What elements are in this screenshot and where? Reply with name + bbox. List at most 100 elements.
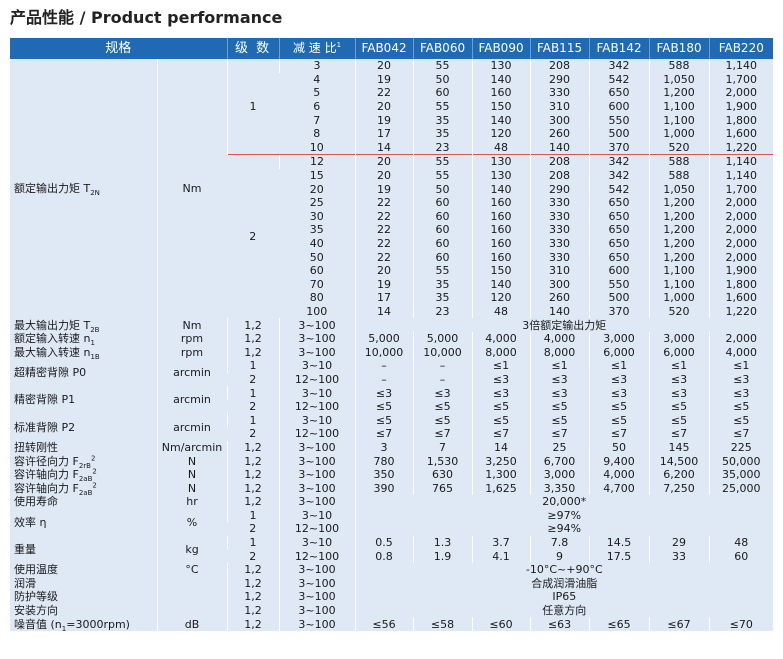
value-cell: 150 [471, 263, 531, 278]
table-row: 使用寿命 hr 1,2 3~100 20,000* [10, 495, 774, 509]
table-row: 20 19 50 140 290 542 1,050 1,700 [10, 182, 774, 196]
value-cell: 140 [471, 277, 531, 292]
param-label: 防护等级 [10, 590, 157, 604]
ratio-cell: 3~100 [278, 440, 356, 455]
ratio-cell: 3~100 [278, 576, 356, 591]
value-cell-span: IP65 [354, 590, 774, 604]
table-row: 额定输出力矩 T2N Nm 1 3 20 55 130 208 342 588 1,140 [10, 59, 774, 319]
value-cell: 2,000 [708, 86, 774, 100]
value-cell: 160 [471, 250, 531, 264]
value-cell: 1,200 [648, 223, 710, 237]
value-text: IP65 [552, 590, 577, 604]
value-cell: 14.5 [588, 535, 650, 550]
value-cell: – [412, 359, 473, 373]
value-cell: 140 [471, 182, 531, 196]
table-row: 35 22 60 160 330 650 1,200 2,000 [10, 223, 774, 237]
stage-cell: 2 [227, 154, 280, 319]
value-cell: 22 [354, 195, 414, 210]
table-row: 安装方向 1,2 3~100 任意方向 [10, 603, 774, 618]
stage-cell: 1 [226, 413, 280, 428]
param-text: 扭转刚性 [14, 440, 58, 454]
table-row: 60 20 55 150 310 600 1,100 1,900 [10, 263, 774, 278]
header-ratio-sup: 1 [336, 41, 342, 49]
value-cell: 330 [529, 250, 590, 264]
value-cell: ≤7 [529, 427, 590, 441]
ratio-cell: 3~100 [278, 467, 356, 482]
table-row: 4 19 50 140 290 542 1,050 1,700 [10, 72, 774, 87]
value-cell: 14 [354, 304, 414, 319]
param-subscript: 1 [90, 339, 95, 346]
ratio-cell: 8 [279, 126, 356, 141]
param-label: 最大输出力矩 T2B [10, 318, 157, 332]
value-cell: ≤1 [529, 359, 590, 373]
value-cell: 55 [412, 59, 473, 73]
value-cell: 7.8 [529, 535, 590, 550]
table-row: 最大输出力矩 T2B Nm 1,2 3~100 3倍额定输出力矩 [10, 318, 774, 332]
value-cell: 19 [354, 182, 414, 196]
value-cell: ≤3 [471, 372, 531, 387]
value-cell: 1,200 [648, 209, 710, 224]
value-cell: – [354, 372, 414, 387]
value-cell: 50 [588, 440, 650, 455]
table-row: 2 12~100 ≤7 ≤7 ≤7 ≤7 ≤7 ≤7 ≤7 [10, 427, 774, 441]
value-cell: 330 [529, 209, 590, 224]
param-text: 精密背隙 P1 [14, 393, 76, 407]
param-text: 最大输出力矩 T [14, 318, 91, 332]
value-cell: 55 [412, 154, 473, 169]
param-text: 容许轴向力 F [14, 481, 79, 495]
param-text: 最大输入转速 n [14, 345, 91, 359]
value-cell-span: -10°C~+90°C [354, 562, 774, 577]
stage-cell: 1,2 [226, 576, 280, 591]
ratio-cell: 4 [279, 72, 356, 87]
table-row: 80 17 35 120 260 500 1,000 1,600 [10, 291, 774, 305]
value-cell: 342 [588, 154, 650, 169]
table-row: 40 22 60 160 330 650 1,200 2,000 [10, 236, 774, 251]
value-cell: ≤5 [588, 413, 650, 428]
param-label: 超精密背隙 P0 [10, 359, 157, 387]
ratio-cell: 3~10 [278, 535, 356, 550]
ratio-cell: 3 [278, 59, 356, 73]
value-cell: ≤56 [354, 617, 414, 631]
value-cell: 600 [588, 263, 650, 278]
value-cell: 500 [588, 291, 650, 305]
header-ratio-label: 减 速 比 [292, 41, 337, 55]
value-cell: ≤63 [529, 617, 590, 631]
value-cell: 542 [588, 182, 650, 196]
table-row: 精密背隙 P1 arcmin 1 3~10 ≤3 ≤3 ≤3 ≤3 ≤3 ≤3 ≤3 [10, 386, 774, 414]
value-cell: 3,000 [588, 331, 650, 346]
param-text: 噪音值 (n [14, 617, 62, 631]
value-cell: 6,000 [588, 345, 650, 360]
value-cell: 60 [412, 209, 473, 224]
ratio-cell: 12~100 [278, 427, 356, 441]
value-cell: ≤3 [648, 386, 710, 400]
value-cell: 14,500 [648, 454, 710, 468]
value-cell: 260 [529, 126, 590, 141]
value-cell: 60 [412, 86, 473, 100]
value-cell: 588 [648, 168, 710, 183]
value-cell: 330 [529, 195, 590, 210]
value-cell: 225 [708, 440, 774, 455]
value-cell: 50 [412, 182, 473, 196]
value-cell: 9 [529, 549, 590, 563]
table-row: 8 17 35 120 260 500 1,000 1,600 [10, 126, 774, 141]
value-mark: * [580, 495, 587, 509]
value-cell: 1,530 [412, 454, 473, 468]
table-row: 5 22 60 160 330 650 1,200 2,000 [10, 86, 774, 100]
value-cell: 60 [412, 195, 473, 210]
value-cell: 17 [354, 126, 414, 141]
value-cell: 20 [354, 263, 414, 278]
value-cell: 1,140 [708, 168, 774, 183]
ratio-cell: 100 [279, 304, 356, 319]
unit-cell [156, 576, 228, 591]
param-label: 噪音值 (n1=3000rpm) [10, 617, 157, 631]
param-label: 安装方向 [10, 603, 157, 618]
value-cell: ≤5 [412, 413, 473, 428]
value-cell: ≤7 [708, 427, 774, 441]
param-text: 额定输入转速 n [14, 332, 91, 346]
value-cell: 1,140 [708, 59, 774, 73]
value-cell: 48 [708, 535, 774, 550]
value-text: 3倍额定输出力矩 [522, 318, 607, 332]
value-cell: ≤3 [588, 372, 650, 387]
ratio-cell: 35 [279, 223, 356, 237]
value-cell: 1,900 [708, 99, 774, 114]
